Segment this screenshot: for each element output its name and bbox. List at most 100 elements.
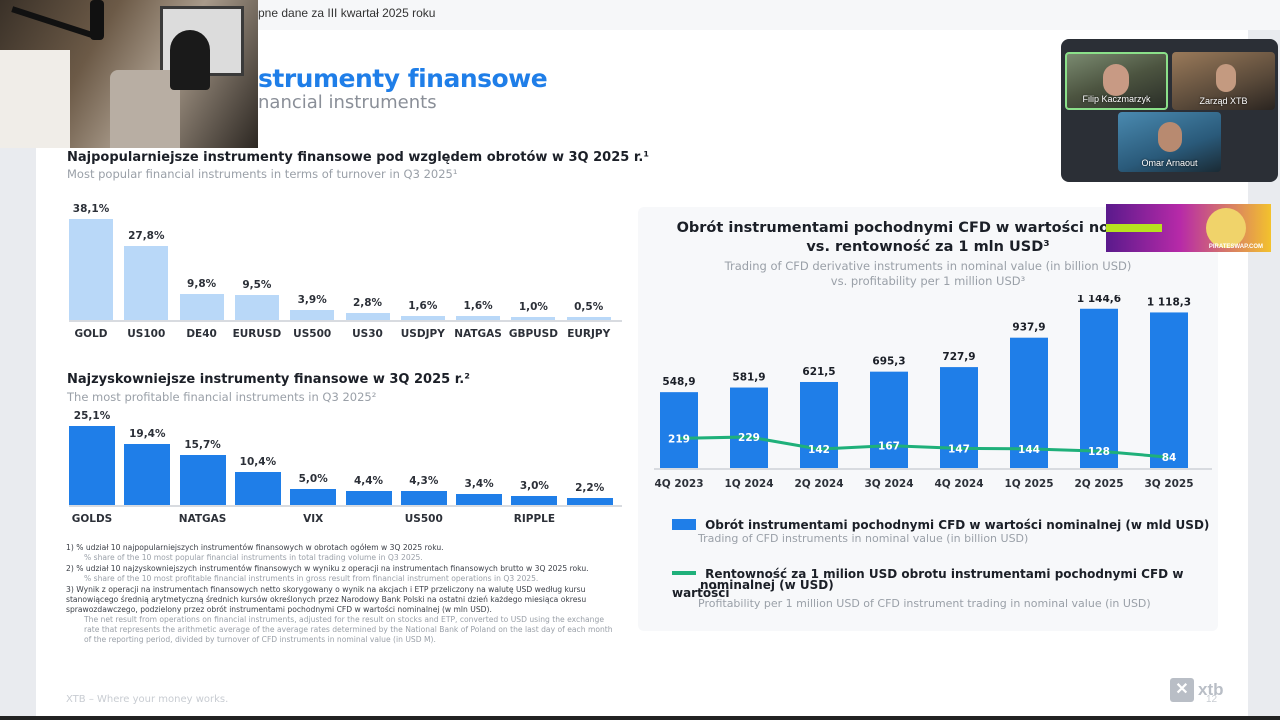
cfd-turnover-value-label: 621,5	[802, 366, 835, 378]
xtb-logo-icon: ✕	[1170, 678, 1194, 702]
cfd-turnover-value-label: 727,9	[942, 351, 975, 363]
cfd-profitability-value-label: 167	[878, 441, 900, 453]
footnote-3-en: The net result from operations on financ…	[84, 615, 613, 644]
cfd-turnover-bar	[800, 381, 838, 469]
window-title: pne dane za III kwartał 2025 roku	[258, 6, 436, 20]
profitable-category-label: NATGAS	[178, 513, 227, 525]
profitable-value-label: 10,4%	[239, 456, 277, 469]
popular-category-label: DE40	[186, 328, 217, 340]
ad-mascot-image	[1206, 208, 1246, 248]
presenter-webcam-video[interactable]	[0, 0, 258, 148]
popular-bar	[179, 294, 224, 320]
footnote-2: 2) % udział 10 najzyskowniejszych instru…	[66, 564, 618, 584]
cfd-quarter-label: 2Q 2024	[794, 478, 843, 490]
ad-brand: PIRATESWAP.COM	[1208, 244, 1263, 250]
popular-bar	[511, 317, 556, 320]
popular-value-label: 1,0%	[518, 301, 548, 313]
cfd-card-subtitle-1: Trading of CFD derivative instruments in…	[724, 259, 1132, 273]
popular-category-label: EURUSD	[232, 328, 282, 340]
profitable-bar	[511, 495, 558, 505]
popular-value-label: 0,5%	[574, 301, 604, 313]
cfd-turnover-bar	[870, 371, 908, 469]
popular-category-label: EURJPY	[567, 328, 611, 340]
profitable-bar	[290, 489, 337, 505]
profitable-value-label: 19,4%	[129, 427, 166, 440]
profitable-bar	[400, 491, 447, 505]
profitable-value-label: 15,7%	[184, 439, 221, 452]
participant-tile-zarzad[interactable]: Zarząd XTB	[1172, 52, 1275, 110]
participant-face	[1158, 122, 1182, 152]
slide-page-number: 12	[1206, 694, 1218, 705]
cfd-profitability-value-label: 144	[1018, 444, 1040, 456]
slide-subheading: nancial instruments	[258, 92, 437, 113]
profitable-value-label: 25,1%	[73, 409, 111, 422]
legend-line-en: Profitability per 1 million USD of CFD i…	[698, 597, 1151, 610]
cfd-turnover-value-label: 1 144,6	[1077, 295, 1121, 305]
cfd-quarter-label: 4Q 2023	[654, 478, 703, 490]
popular-bar	[69, 219, 113, 320]
footnote-1-en: % share of the 10 most popular financial…	[84, 553, 423, 562]
cfd-turnover-bar	[660, 392, 698, 469]
cfd-quarter-label: 1Q 2024	[724, 478, 773, 490]
profitable-value-label: 3,0%	[519, 479, 549, 492]
legend-bar-label: Obrót instrumentami pochodnymi CFD w war…	[705, 518, 1210, 532]
popular-category-label: US30	[352, 328, 383, 340]
participant-name: Omar Arnaout	[1141, 158, 1198, 168]
popular-bar	[400, 315, 445, 320]
popular-bar	[345, 312, 390, 320]
popular-category-label: NATGAS	[454, 328, 502, 340]
cfd-profitability-value-label: 147	[948, 443, 970, 455]
profitable-bar	[124, 443, 171, 505]
cfd-turnover-bar	[1080, 308, 1118, 469]
cfd-quarter-label: 2Q 2025	[1074, 478, 1123, 490]
cfd-quarter-label: 3Q 2025	[1144, 478, 1193, 490]
profitable-value-label: 4,4%	[353, 475, 384, 488]
cfd-turnover-value-label: 695,3	[872, 356, 905, 368]
microphone-icon	[90, 0, 104, 40]
cfd-profitability-value-label: 142	[808, 444, 830, 456]
footnote-2-en: % share of the 10 most profitable financ…	[84, 574, 539, 583]
cfd-quarter-label: 3Q 2024	[864, 478, 913, 490]
cfd-card-subtitle-2: vs. profitability per 1 million USD³	[830, 274, 1026, 288]
popular-category-label: GBPUSD	[508, 328, 558, 340]
popular-value-label: 1,6%	[463, 299, 493, 312]
profitable-section-subtitle: The most profitable financial instrument…	[67, 390, 377, 404]
popular-value-label: 27,8%	[128, 230, 165, 243]
ad-banner[interactable]: PIRATESWAP.COM	[1106, 204, 1271, 252]
profitable-section-title: Najzyskowniejsze instrumenty finansowe w…	[67, 372, 470, 387]
cfd-turnover-value-label: 1 118,3	[1147, 296, 1191, 308]
footnote-3: 3) Wynik z operacji na instrumentach fin…	[66, 585, 618, 645]
webcam-person	[170, 30, 210, 90]
profitable-bar	[179, 455, 226, 505]
legend-bar-en: Trading of CFD instruments in nominal va…	[698, 532, 1029, 545]
popular-value-label: 3,9%	[297, 293, 327, 306]
webcam-window-light	[0, 50, 70, 148]
profitable-bar	[345, 491, 392, 505]
legend-line-label-1: Rentowność za 1 milion USD obrotu instru…	[672, 567, 1184, 600]
profitable-bar	[234, 472, 281, 505]
participant-face	[1216, 64, 1236, 92]
profitable-value-label: 5,0%	[298, 473, 328, 486]
participant-tile-filip[interactable]: Filip Kaczmarzyk	[1065, 52, 1168, 110]
popular-category-label: US500	[293, 328, 332, 340]
footnote-3-pl: 3) Wynik z operacji na instrumentach fin…	[66, 585, 587, 614]
slide-footer-tagline: XTB – Where your money works.	[66, 694, 229, 705]
footnote-1-pl: 1) % udział 10 najpopularniejszych instr…	[66, 543, 444, 552]
popular-category-label: US100	[127, 328, 166, 340]
cfd-turnover-card: Obrót instrumentami pochodnymi CFD w war…	[638, 207, 1218, 631]
microphone-arm	[11, 6, 99, 40]
video-call-panel[interactable]: Filip Kaczmarzyk Zarząd XTB Omar Arnaout	[1061, 39, 1278, 182]
legend-line: Rentowność za 1 milion USD obrotu instru…	[672, 563, 1218, 601]
slide-heading: strumenty finansowe	[258, 64, 548, 93]
footnote-1: 1) % udział 10 najpopularniejszych instr…	[66, 543, 618, 563]
profitable-baseline	[69, 505, 622, 507]
cfd-quarter-label: 4Q 2024	[934, 478, 983, 490]
popular-category-label: GOLD	[74, 328, 108, 340]
webcam-chair	[110, 70, 180, 148]
xtb-logo-text: xtb	[1198, 680, 1224, 699]
participant-tile-omar[interactable]: Omar Arnaout	[1118, 112, 1221, 172]
cfd-turnover-value-label: 937,9	[1012, 322, 1045, 334]
cfd-profitability-value-label: 219	[668, 433, 690, 445]
legend-line-swatch	[672, 571, 696, 575]
